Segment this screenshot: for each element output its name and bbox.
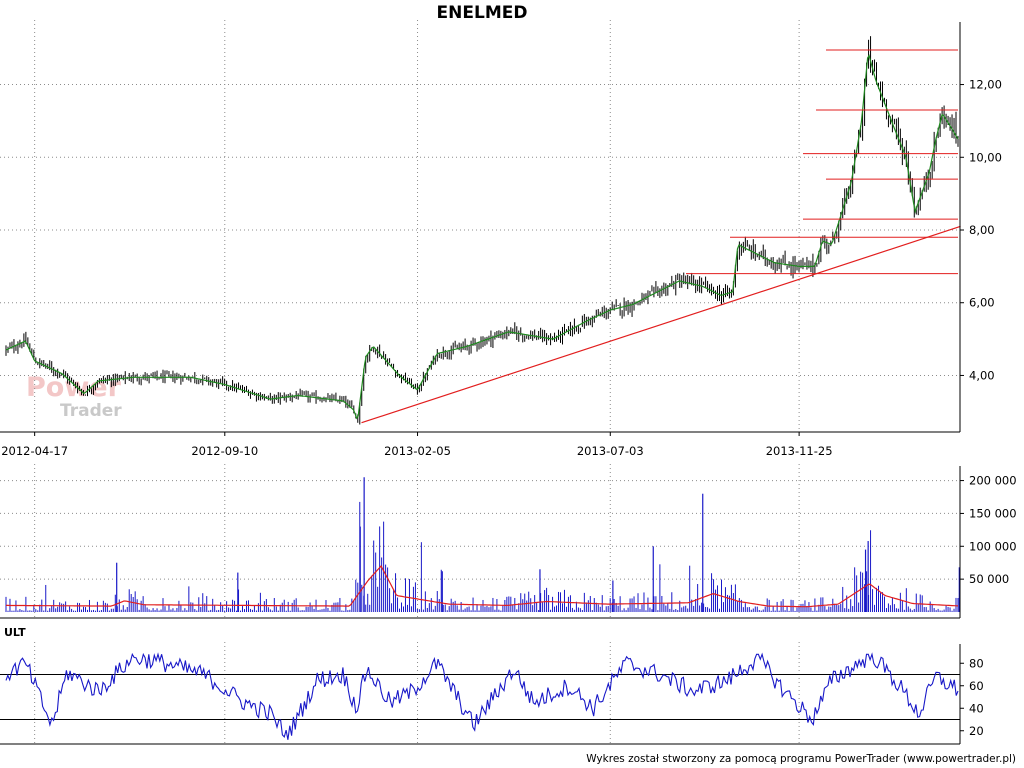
trendline [361, 225, 961, 424]
price-y-tick-labels: 4,00 6,00 8,00 10,00 12,00 [969, 78, 1002, 383]
support-resistance-levels [686, 49, 958, 275]
volume-average-line [6, 564, 959, 608]
volume-average [6, 564, 959, 608]
price-axes [0, 22, 964, 436]
ult-tick-label: 40 [969, 701, 984, 715]
ult-panel: ULT 20 40 60 80 [0, 626, 984, 745]
volume-tick-label: 100 000 [969, 539, 1017, 553]
date-tick-label: 2012-09-10 [191, 444, 258, 458]
indicator-label: ULT [4, 626, 26, 639]
price-tick-label: 10,00 [969, 150, 1002, 164]
volume-y-tick-labels: 50 000 100 000 150 000 200 000 [969, 474, 1017, 587]
watermark-power: Power [26, 372, 122, 403]
volume-axes [0, 466, 964, 619]
date-tick-label: 2013-02-05 [384, 444, 451, 458]
price-panel: Power Trader 4,00 6,00 8,00 10,00 12,00 2012… [0, 3, 1002, 458]
ult-reference-lines [0, 674, 960, 720]
volume-tick-label: 150 000 [969, 506, 1017, 520]
ult-tick-label: 20 [969, 724, 984, 738]
ult-axes [0, 644, 964, 745]
trendline-segment [361, 225, 961, 424]
date-tick-label: 2013-07-03 [577, 444, 644, 458]
price-close-line [5, 54, 959, 420]
watermark-trader: Trader [60, 401, 122, 421]
price-grid [0, 20, 960, 432]
volume-bars [5, 477, 960, 612]
price-tick-label: 12,00 [969, 78, 1002, 92]
ult-tick-label: 60 [969, 679, 984, 693]
price-tick-label: 4,00 [969, 368, 995, 382]
ult-tick-label: 80 [969, 656, 984, 670]
volume-panel: 50 000 100 000 150 000 200 000 [0, 464, 1017, 619]
price-tick-label: 6,00 [969, 296, 995, 310]
footer-credit: Wykres został stworzony za pomocą progra… [586, 753, 1016, 765]
chart-title: ENELMED [437, 3, 528, 23]
price-tick-label: 8,00 [969, 223, 995, 237]
volume-tick-label: 50 000 [969, 572, 1009, 586]
watermark: Power Trader [26, 372, 122, 421]
ult-y-tick-labels: 20 40 60 80 [969, 656, 984, 738]
volume-tick-label: 200 000 [969, 474, 1017, 488]
date-tick-label: 2012-04-17 [1, 444, 68, 458]
ult-series [5, 652, 959, 740]
volume-grid [0, 464, 960, 618]
date-tick-labels: 2012-04-17 2012-09-10 2013-02-05 2013-07-03… [1, 444, 832, 458]
ult-line [5, 652, 959, 740]
ult-grid [34, 642, 800, 744]
date-tick-label: 2013-11-25 [766, 444, 833, 458]
close-line [5, 54, 959, 420]
